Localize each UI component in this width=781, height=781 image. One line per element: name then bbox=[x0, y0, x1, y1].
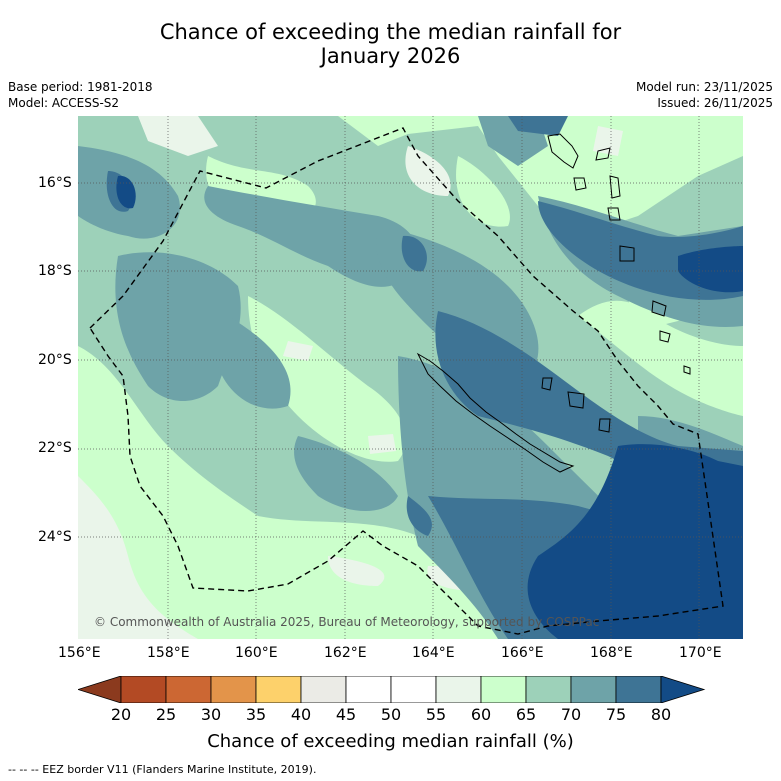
cbar-tick-55: 55 bbox=[425, 705, 447, 724]
colorbar-segment bbox=[525, 676, 572, 703]
loyalty-islands-outline bbox=[541, 377, 611, 433]
colorbar bbox=[78, 676, 706, 703]
cbar-tick-60: 60 bbox=[470, 705, 492, 724]
lon-label-166e: 166°E bbox=[501, 645, 544, 661]
rainfall-map: © Commonwealth of Australia 2025, Bureau… bbox=[78, 116, 743, 639]
base-period: Base period: 1981-2018 bbox=[8, 80, 153, 94]
lat-label-16s: 16°S bbox=[38, 175, 72, 191]
colorbar-segment bbox=[255, 676, 302, 703]
eez-border bbox=[89, 127, 724, 635]
chart-title-line1: Chance of exceeding the median rainfall … bbox=[159, 20, 622, 44]
zone-above-80 bbox=[116, 175, 743, 639]
colorbar-segment bbox=[480, 676, 527, 703]
cbar-tick-50: 50 bbox=[380, 705, 402, 724]
lon-label-170e: 170°E bbox=[679, 645, 722, 661]
colorbar-segment bbox=[165, 676, 212, 703]
colorbar-segment bbox=[390, 676, 437, 703]
colorbar-segment bbox=[345, 676, 392, 703]
cbar-tick-45: 45 bbox=[335, 705, 357, 724]
lon-label-160e: 160°E bbox=[235, 645, 278, 661]
cbar-tick-70: 70 bbox=[560, 705, 582, 724]
cbar-tick-40: 40 bbox=[290, 705, 312, 724]
colorbar-segment bbox=[300, 676, 347, 703]
vanuatu-islands-outline bbox=[547, 133, 691, 375]
colorbar-extend-low bbox=[78, 676, 122, 703]
issued-date: Issued: 26/11/2025 bbox=[657, 96, 773, 110]
lat-label-20s: 20°S bbox=[38, 352, 72, 368]
eez-legend-text: -- -- -- EEZ border V11 (Flanders Marine… bbox=[8, 763, 317, 776]
cbar-tick-20: 20 bbox=[110, 705, 132, 724]
lat-label-22s: 22°S bbox=[38, 440, 72, 456]
cbar-tick-35: 35 bbox=[245, 705, 267, 724]
lat-label-24s: 24°S bbox=[38, 529, 72, 545]
lon-label-162e: 162°E bbox=[324, 645, 367, 661]
lat-label-18s: 18°S bbox=[38, 263, 72, 279]
lon-label-156e: 156°E bbox=[58, 645, 101, 661]
graticule bbox=[78, 116, 743, 639]
lon-label-158e: 158°E bbox=[147, 645, 190, 661]
cbar-tick-75: 75 bbox=[605, 705, 627, 724]
cbar-tick-25: 25 bbox=[155, 705, 177, 724]
lon-label-168e: 168°E bbox=[590, 645, 633, 661]
cbar-tick-80: 80 bbox=[650, 705, 672, 724]
cbar-tick-65: 65 bbox=[515, 705, 537, 724]
colorbar-segment bbox=[210, 676, 257, 703]
new-caledonia-outline bbox=[416, 352, 575, 473]
model-name: Model: ACCESS-S2 bbox=[8, 96, 120, 110]
lon-label-164e: 164°E bbox=[412, 645, 455, 661]
map-copyright: © Commonwealth of Australia 2025, Bureau… bbox=[94, 615, 599, 629]
cbar-tick-30: 30 bbox=[200, 705, 222, 724]
colorbar-segment bbox=[435, 676, 482, 703]
model-run-date: Model run: 23/11/2025 bbox=[635, 80, 773, 94]
colorbar-extend-high bbox=[660, 676, 706, 703]
colorbar-segment bbox=[615, 676, 662, 703]
chart-title-line2: January 2026 bbox=[320, 44, 461, 68]
colorbar-segment bbox=[120, 676, 167, 703]
colorbar-segment bbox=[570, 676, 617, 703]
colorbar-title: Chance of exceeding median rainfall (%) bbox=[207, 731, 574, 752]
